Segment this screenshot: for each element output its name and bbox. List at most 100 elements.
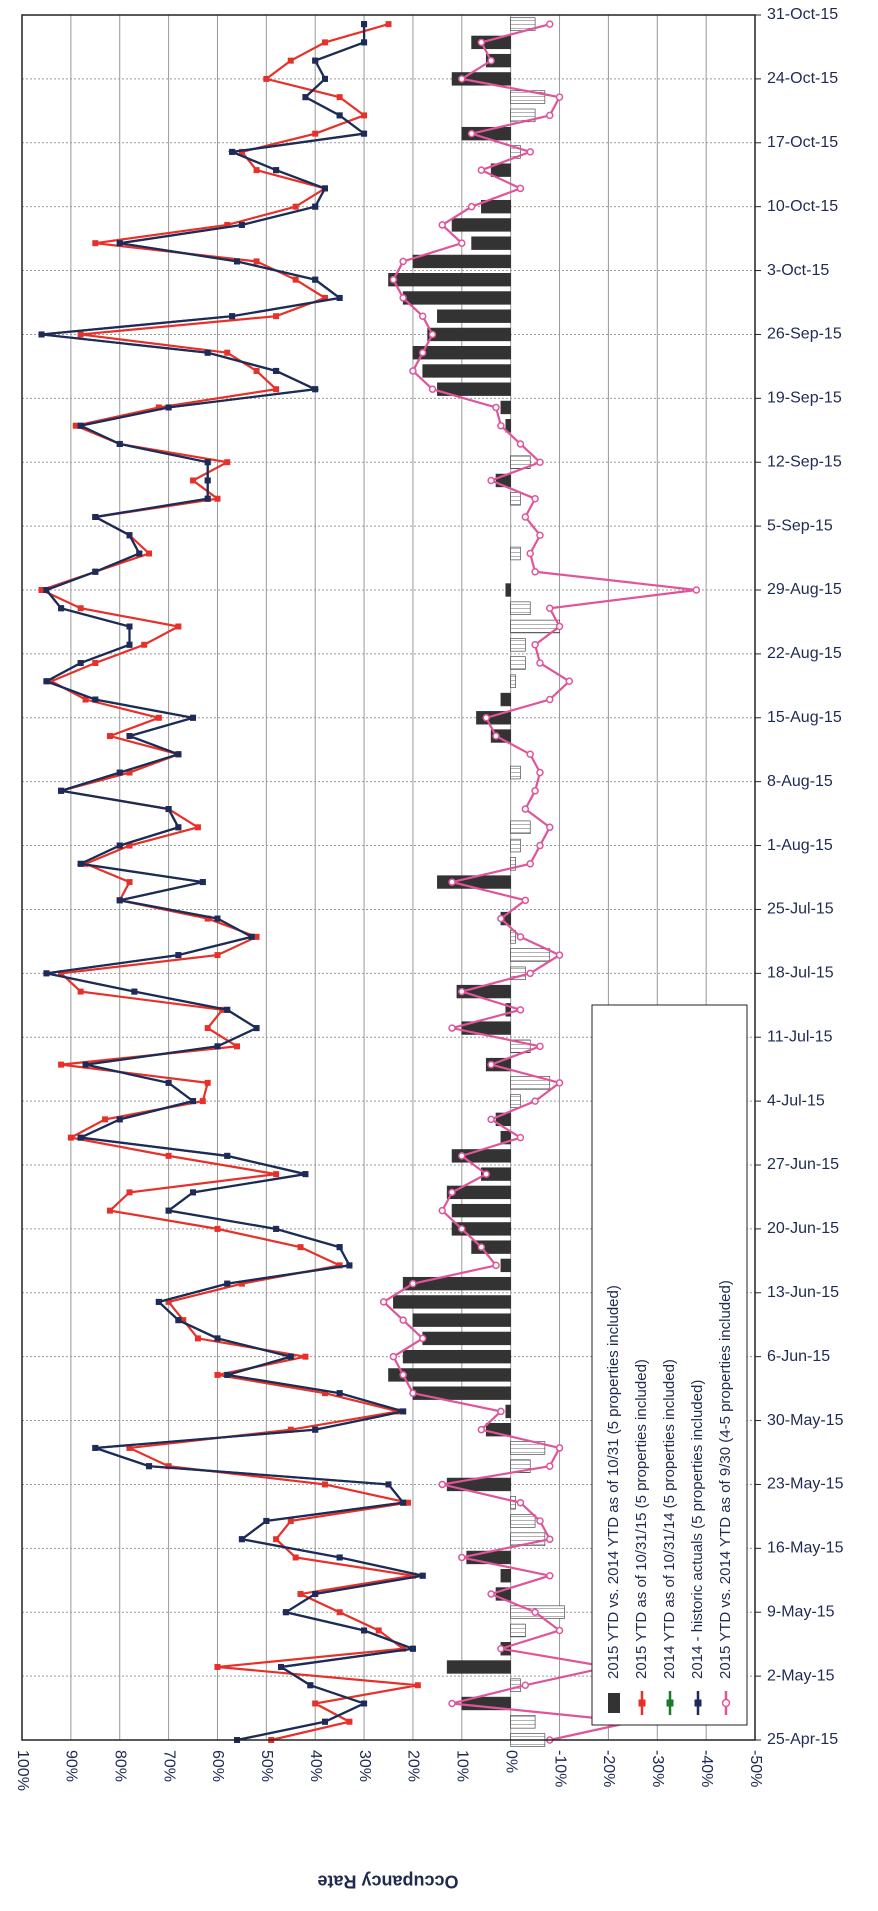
marker bbox=[385, 21, 392, 28]
x-tick-label: 15-Aug-15 bbox=[767, 709, 842, 726]
marker bbox=[253, 933, 260, 940]
marker bbox=[336, 1390, 343, 1397]
marker bbox=[43, 678, 50, 685]
marker bbox=[116, 240, 123, 247]
x-tick-label: 2-May-15 bbox=[767, 1667, 835, 1684]
bar bbox=[510, 1514, 536, 1528]
marker bbox=[180, 1317, 187, 1324]
marker bbox=[516, 184, 525, 193]
marker bbox=[516, 1006, 525, 1014]
x-tick-label: 12-Sep-15 bbox=[767, 453, 842, 470]
marker bbox=[273, 386, 280, 393]
legend-swatch bbox=[638, 1699, 646, 1707]
marker bbox=[565, 677, 574, 686]
bar bbox=[388, 272, 511, 287]
y-tick-label: 10% bbox=[454, 1750, 471, 1782]
marker bbox=[214, 952, 221, 959]
marker bbox=[175, 623, 182, 630]
marker bbox=[273, 1171, 280, 1178]
bar bbox=[500, 400, 511, 415]
bar bbox=[510, 1496, 516, 1510]
marker bbox=[253, 258, 260, 265]
y-tick-label: 20% bbox=[405, 1750, 422, 1782]
marker bbox=[487, 476, 495, 485]
marker bbox=[419, 1572, 426, 1579]
marker bbox=[321, 39, 328, 46]
marker bbox=[194, 824, 201, 831]
marker bbox=[531, 1608, 539, 1616]
marker bbox=[467, 202, 476, 211]
marker bbox=[224, 459, 231, 466]
bar bbox=[510, 638, 526, 652]
bar bbox=[505, 583, 511, 597]
marker bbox=[238, 148, 245, 155]
marker bbox=[555, 622, 564, 631]
legend-swatch bbox=[694, 1699, 702, 1707]
marker bbox=[141, 641, 148, 648]
marker bbox=[448, 1699, 456, 1708]
axes: 100% 90% 80% 70% 60% 50% 40% 30% 20% 10% 0% -10% -20… bbox=[14, 6, 844, 1791]
marker bbox=[516, 933, 525, 941]
marker bbox=[136, 550, 143, 557]
marker bbox=[526, 148, 534, 156]
marker bbox=[531, 494, 539, 503]
marker bbox=[312, 203, 319, 210]
marker bbox=[521, 513, 530, 521]
marker bbox=[400, 1499, 407, 1506]
marker bbox=[389, 275, 398, 284]
x-tick-label: 31-Oct-15 bbox=[767, 6, 838, 23]
marker bbox=[482, 714, 490, 722]
marker bbox=[214, 1225, 221, 1232]
bar bbox=[437, 309, 511, 323]
marker bbox=[273, 1536, 280, 1543]
marker bbox=[312, 1700, 319, 1707]
bar bbox=[402, 1276, 511, 1291]
bar bbox=[510, 1678, 521, 1692]
x-tick-label: 6-Jun-15 bbox=[767, 1348, 830, 1365]
marker bbox=[418, 348, 427, 357]
series-line bbox=[41, 24, 423, 1742]
marker bbox=[77, 1134, 84, 1141]
bar bbox=[510, 1076, 551, 1090]
marker bbox=[409, 1645, 416, 1652]
marker bbox=[428, 385, 437, 393]
marker bbox=[399, 294, 407, 302]
marker bbox=[214, 495, 221, 502]
marker bbox=[292, 1554, 299, 1561]
marker bbox=[72, 422, 79, 429]
bar bbox=[510, 601, 531, 615]
marker bbox=[312, 1590, 319, 1597]
marker bbox=[106, 733, 113, 740]
bar bbox=[393, 1295, 511, 1309]
marker bbox=[336, 94, 343, 101]
x-tick-label: 25-Apr-15 bbox=[767, 1731, 838, 1748]
bar bbox=[412, 1313, 511, 1327]
marker bbox=[379, 1298, 388, 1306]
marker bbox=[321, 75, 328, 82]
bar bbox=[471, 35, 511, 50]
marker bbox=[526, 549, 534, 558]
y-tick-label: 60% bbox=[209, 1750, 226, 1782]
bar bbox=[510, 546, 521, 561]
marker bbox=[336, 112, 343, 119]
marker bbox=[282, 1609, 289, 1616]
marker bbox=[555, 1444, 564, 1452]
x-tick-label: 5-Sep-15 bbox=[767, 517, 833, 534]
marker bbox=[229, 313, 236, 320]
y-tick-label: -40% bbox=[698, 1750, 715, 1787]
marker bbox=[477, 38, 486, 47]
marker bbox=[361, 1700, 368, 1707]
x-tick-label: 9-May-15 bbox=[767, 1603, 835, 1620]
marker bbox=[165, 1207, 172, 1214]
x-tick-label: 24-Oct-15 bbox=[767, 70, 838, 87]
marker bbox=[165, 1463, 172, 1470]
marker bbox=[190, 1189, 197, 1196]
marker bbox=[346, 1718, 353, 1725]
y-tick-label: 70% bbox=[160, 1750, 177, 1782]
marker bbox=[92, 1444, 99, 1451]
x-tick-label: 10-Oct-15 bbox=[767, 198, 838, 215]
bar bbox=[510, 1094, 521, 1108]
marker bbox=[204, 349, 211, 356]
marker bbox=[531, 641, 539, 649]
legend-label: 2014 - historic actuals (5 properties in… bbox=[689, 1380, 706, 1679]
